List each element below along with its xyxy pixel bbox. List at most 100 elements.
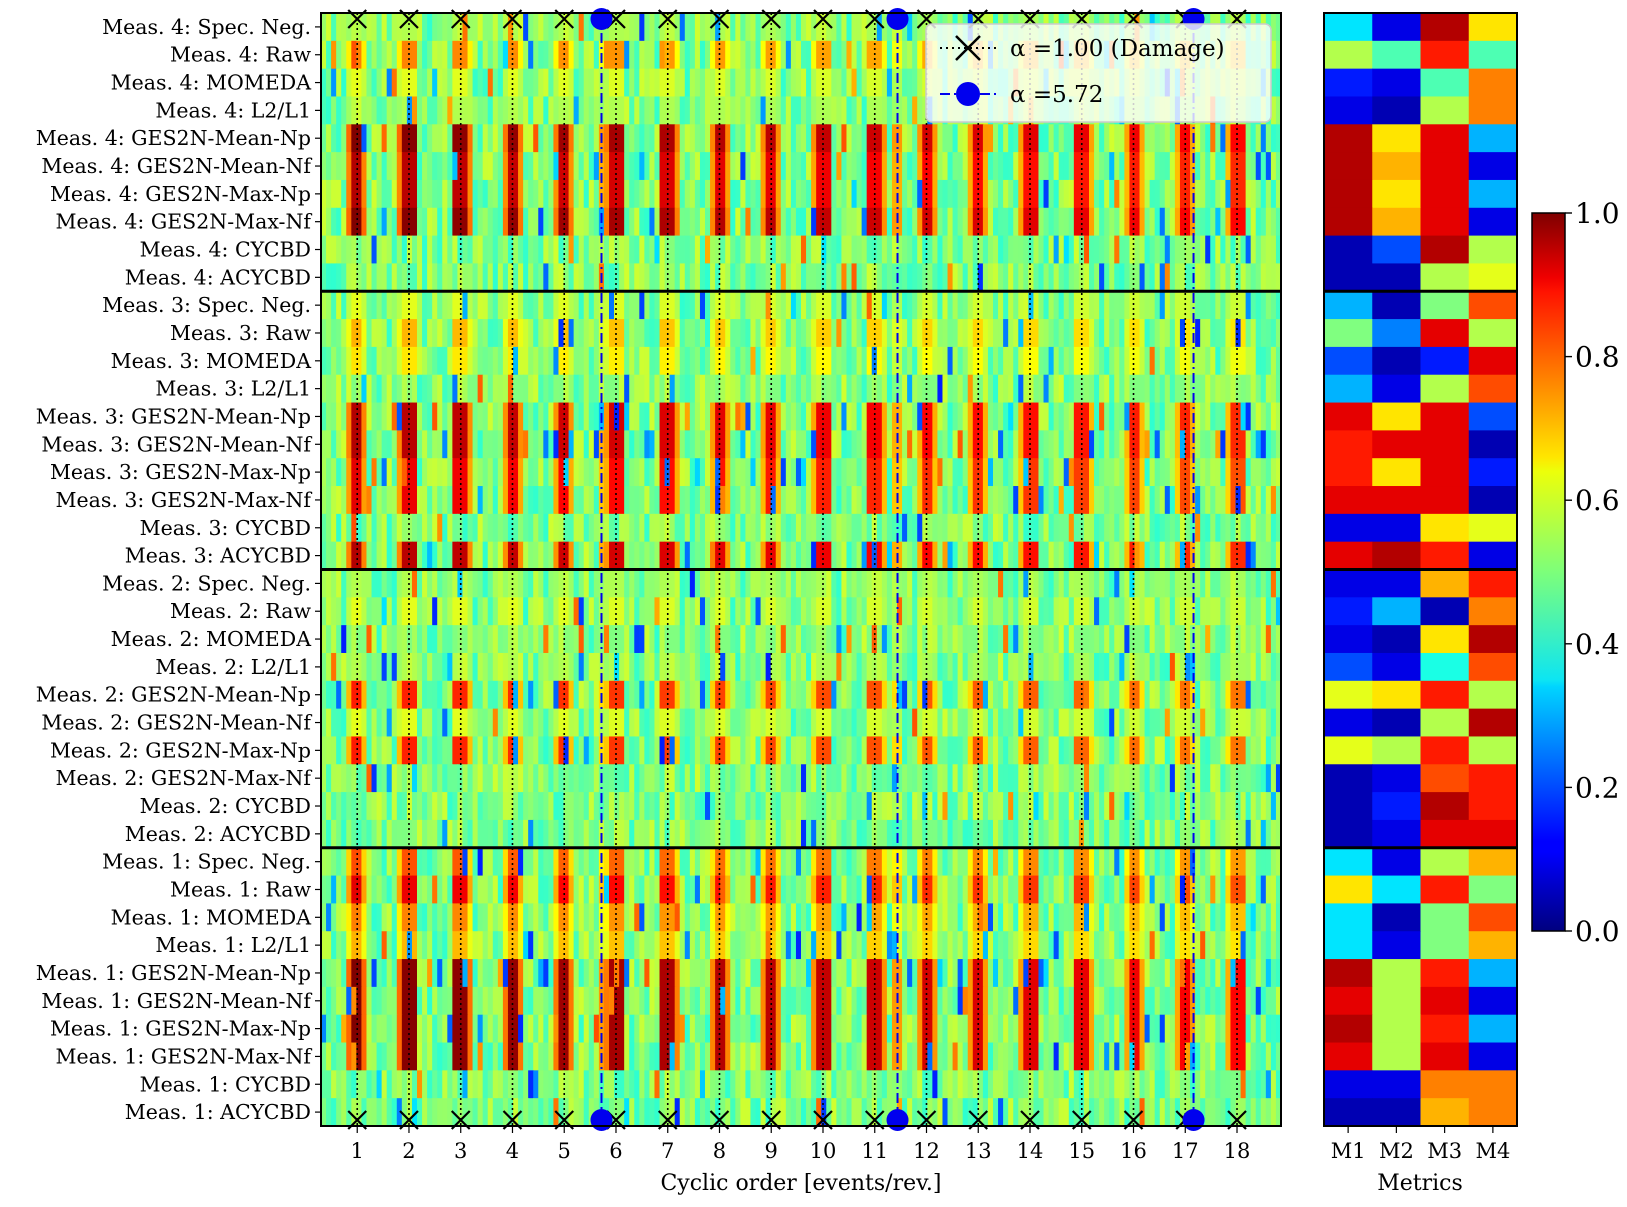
heatmap-cell: [1275, 486, 1281, 515]
heatmap-cell: [1144, 402, 1151, 431]
heatmap-cell: [770, 513, 777, 543]
heatmap-cell: [770, 652, 777, 682]
heatmap-cell: [831, 652, 837, 682]
heatmap-cell: [922, 263, 928, 292]
heatmap-cell: [588, 319, 595, 348]
heatmap-cell: [1195, 541, 1201, 571]
heatmap-cell: [861, 152, 868, 181]
heatmap-cell: [826, 96, 832, 125]
heatmap-cell: [598, 597, 605, 626]
heatmap-cell: [634, 346, 640, 376]
heatmap-cell: [826, 68, 832, 98]
heatmap-cell: [629, 458, 635, 487]
heatmap-cell: [1250, 597, 1257, 626]
heatmap-cell: [977, 652, 984, 682]
heatmap-cell: [654, 458, 661, 487]
heatmap-cell: [1190, 430, 1196, 459]
heatmap-cell: [1154, 569, 1161, 598]
heatmap-cell: [482, 374, 489, 404]
heatmap-cell: [942, 402, 949, 431]
heatmap-cell: [619, 319, 625, 348]
heatmap-cell: [624, 124, 630, 153]
heatmap-cell: [1265, 124, 1272, 153]
heatmap-cell: [1028, 291, 1035, 320]
heatmap-cell: [1008, 263, 1014, 292]
heatmap-cell: [568, 263, 575, 292]
heatmap-cell: [593, 179, 600, 209]
heatmap-cell: [1235, 541, 1242, 571]
heatmap-cell: [351, 96, 357, 125]
heatmap-cell: [593, 541, 600, 571]
heatmap-cell: [881, 652, 888, 682]
heatmap-cell: [492, 569, 499, 598]
heatmap-cell: [836, 235, 843, 265]
heatmap-cell: [507, 263, 514, 292]
heatmap-cell: [886, 625, 893, 654]
heatmap-cell: [1023, 541, 1029, 571]
heatmap-cell: [649, 291, 656, 320]
heatmap-cell: [987, 235, 994, 265]
heatmap-cell: [1270, 541, 1277, 571]
heatmap-cell: [1220, 486, 1227, 515]
heatmap-cell: [538, 124, 544, 153]
heatmap-cell: [755, 374, 762, 404]
heatmap-cell: [881, 319, 888, 348]
heatmap-cell: [1154, 458, 1161, 487]
heatmap-cell: [624, 569, 630, 598]
heatmap-cell: [1008, 235, 1014, 265]
heatmap-cell: [735, 430, 741, 459]
heatmap-cell: [1018, 625, 1024, 654]
heatmap-cell: [664, 13, 671, 42]
heatmap-cell: [1225, 569, 1232, 598]
heatmap-cell: [801, 179, 807, 209]
heatmap-cell: [644, 597, 651, 626]
heatmap-cell: [1053, 430, 1060, 459]
heatmap-cell: [1169, 652, 1176, 682]
heatmap-cell: [1013, 402, 1019, 431]
heatmap-cell: [770, 430, 777, 459]
heatmap-cell: [326, 680, 332, 710]
heatmap-cell: [543, 96, 549, 125]
heatmap-cell: [1083, 319, 1090, 348]
heatmap-cell: [765, 207, 772, 237]
heatmap-cell: [447, 319, 453, 348]
heatmap-cell: [993, 541, 999, 571]
heatmap-cell: [1073, 179, 1080, 209]
heatmap-cell: [1008, 486, 1014, 515]
heatmap-cell: [513, 319, 519, 348]
heatmap-cell: [406, 68, 413, 98]
heatmap-cell: [548, 207, 555, 237]
heatmap-cell: [487, 708, 494, 738]
heatmap-cell: [937, 430, 944, 459]
heatmap-cell: [669, 346, 676, 376]
heatmap-cell: [1028, 124, 1035, 153]
heatmap-cell: [391, 680, 398, 710]
heatmap-cell: [770, 40, 777, 70]
heatmap-cell: [679, 513, 686, 543]
heatmap-cell: [1220, 569, 1227, 598]
heatmap-cell: [1134, 207, 1141, 237]
heatmap-cell: [1129, 625, 1136, 654]
heatmap-cell: [750, 179, 757, 209]
heatmap-cell: [816, 597, 822, 626]
heatmap-cell: [831, 319, 837, 348]
heatmap-cell: [422, 179, 428, 209]
heatmap-cell: [881, 597, 888, 626]
heatmap-cell: [1053, 319, 1060, 348]
heatmap-cell: [1210, 346, 1216, 376]
heatmap-cell: [411, 40, 418, 70]
heatmap-cell: [371, 541, 378, 571]
heatmap-cell: [1053, 179, 1060, 209]
heatmap-cell: [1144, 541, 1151, 571]
heatmap-cell: [811, 346, 817, 376]
heatmap-cell: [664, 680, 671, 710]
heatmap-cell: [1225, 235, 1232, 265]
heatmap-cell: [1260, 152, 1267, 181]
heatmap-cell: [1210, 319, 1216, 348]
heatmap-cell: [856, 569, 863, 598]
heatmap-cell: [1129, 319, 1136, 348]
heatmap-cell: [851, 513, 858, 543]
heatmap-cell: [583, 736, 590, 765]
heatmap-cell: [947, 152, 954, 181]
heatmap-cell: [861, 207, 868, 237]
